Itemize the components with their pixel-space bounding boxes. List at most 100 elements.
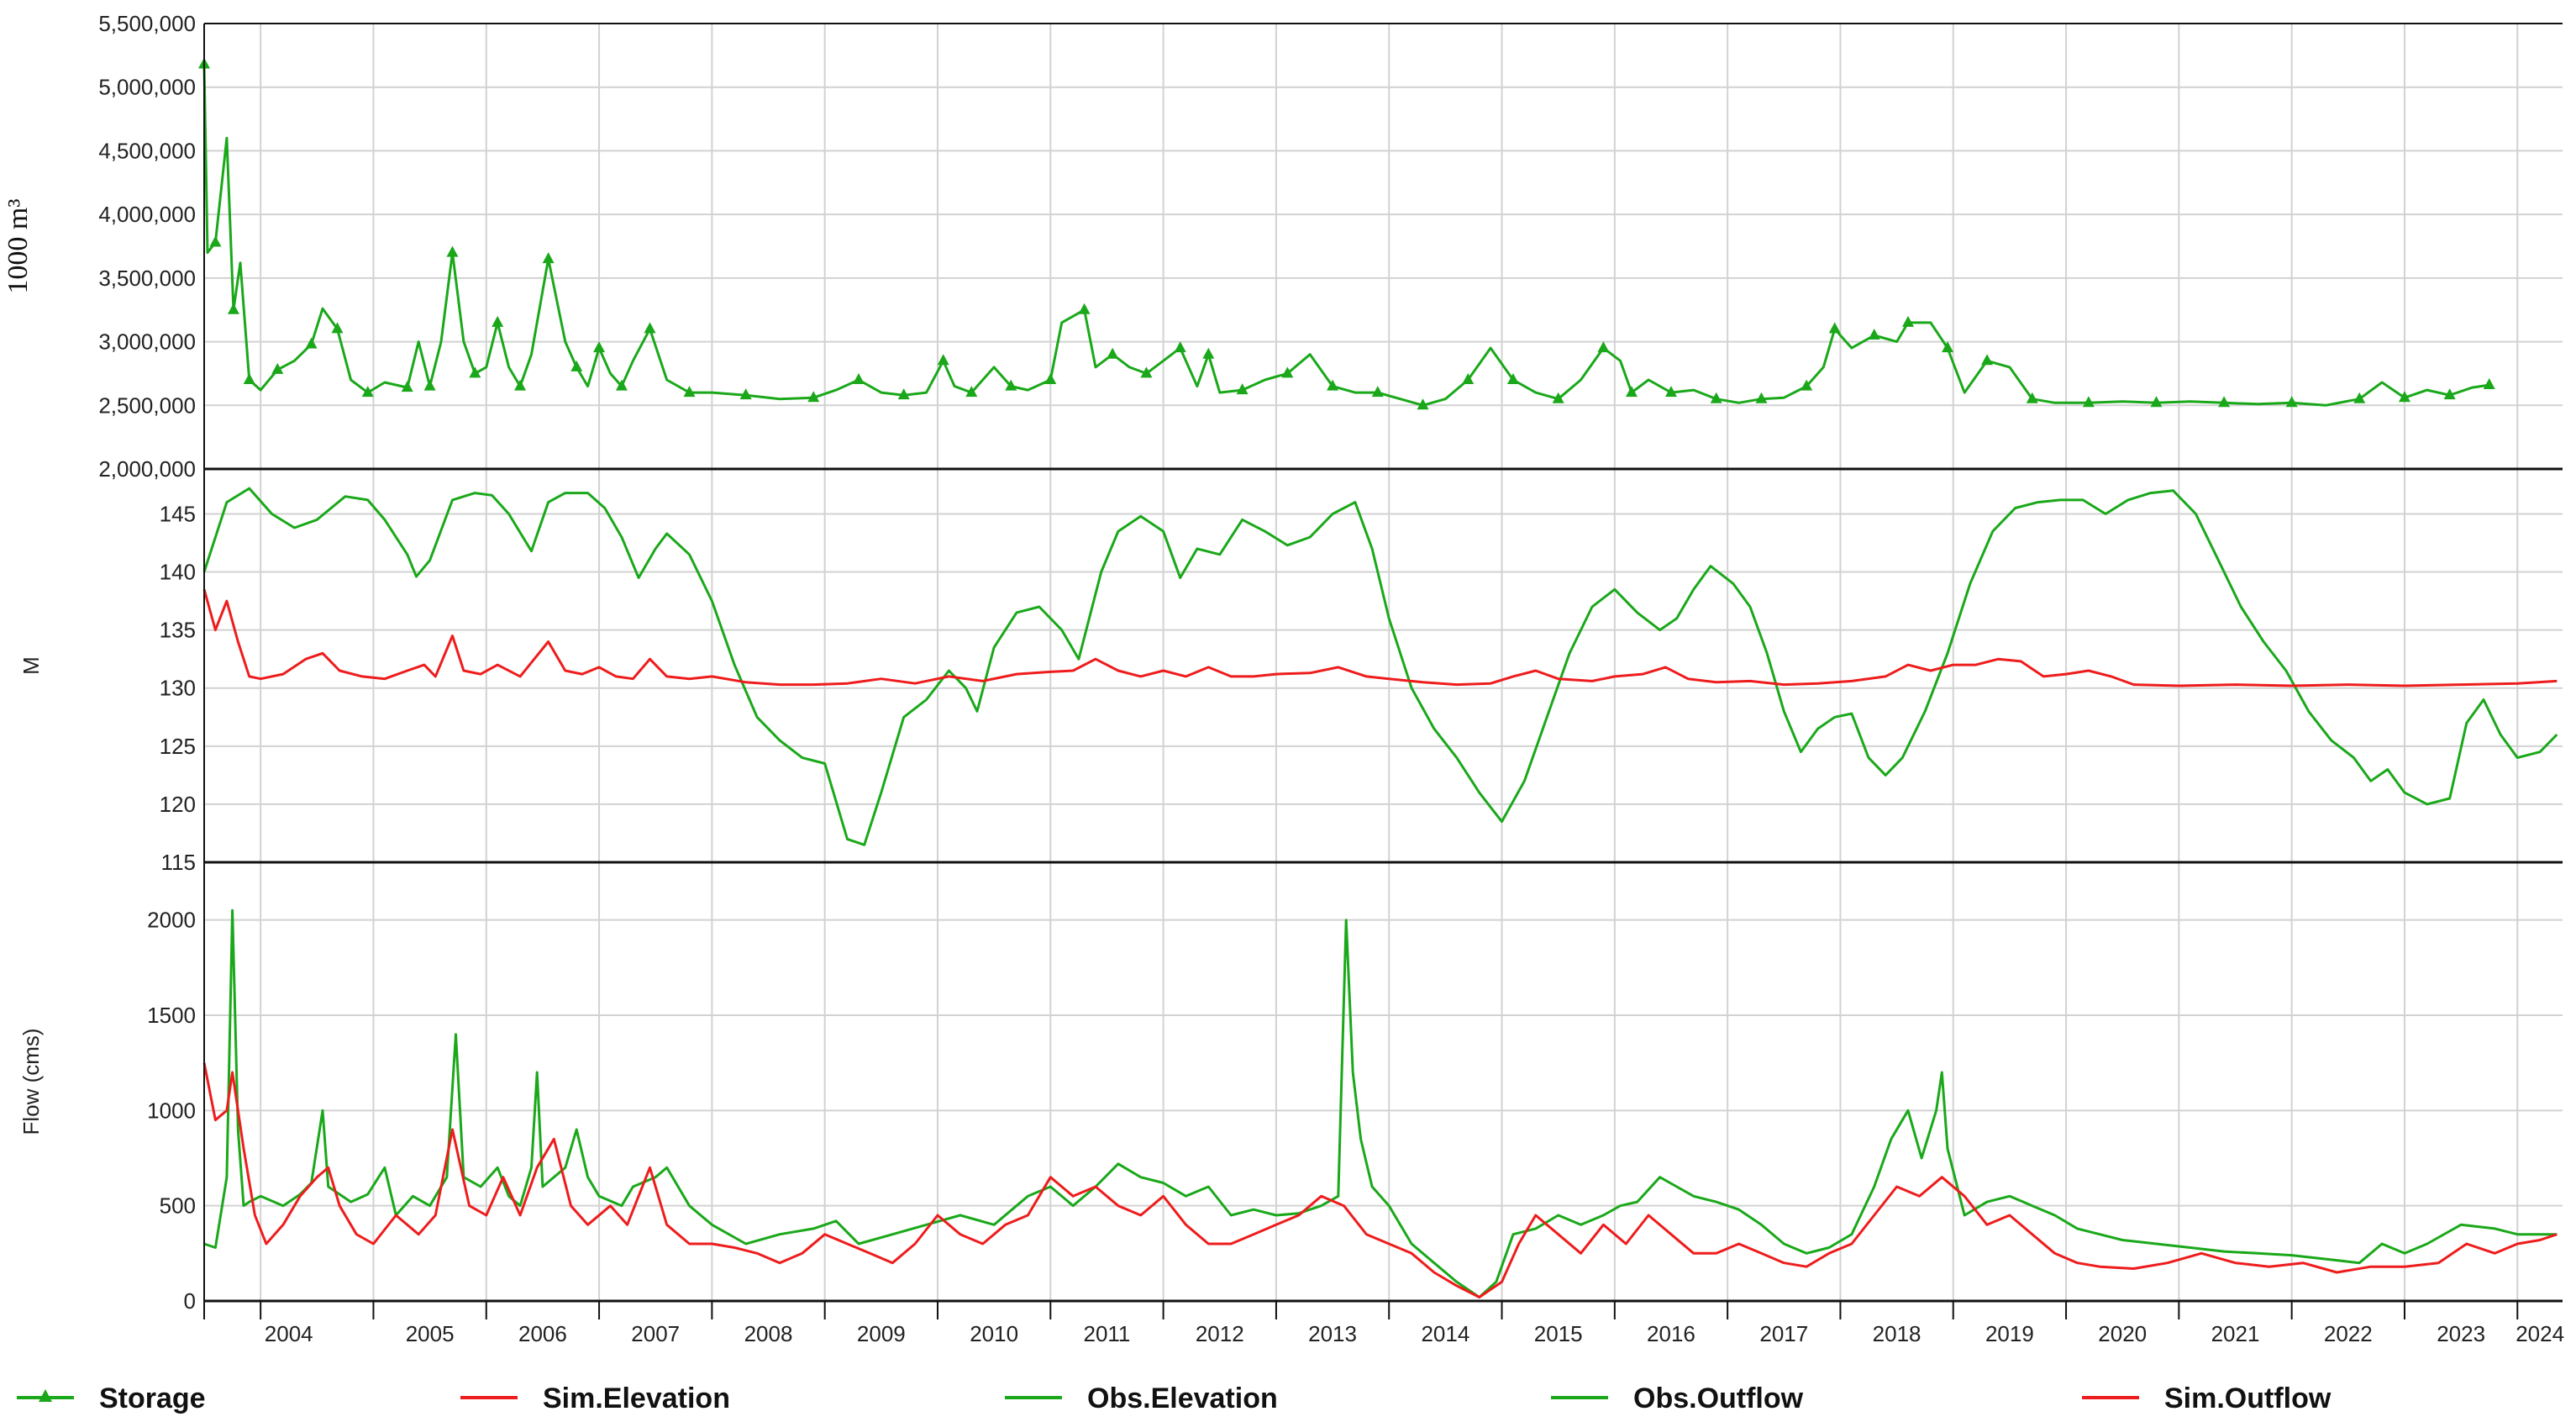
storage-marker [2285, 396, 2298, 408]
storage-marker [593, 341, 606, 353]
storage-marker [1236, 383, 1249, 395]
storage-marker [1107, 347, 1119, 359]
x-tick-label: 2006 [518, 1321, 567, 1346]
x-tick-label: 2018 [1873, 1321, 1921, 1346]
storage-marker [243, 373, 255, 384]
legend-label: Sim.Elevation [543, 1382, 730, 1414]
storage-marker [1981, 354, 1994, 366]
y-tick-label: 4,500,000 [98, 138, 196, 163]
storage-marker [1462, 373, 1475, 384]
y-tick-label: 500 [160, 1193, 196, 1219]
storage-marker [1140, 366, 1153, 378]
storage-marker [937, 354, 949, 366]
storage-marker [2483, 378, 2495, 390]
storage-marker [331, 322, 344, 334]
y-tick-label: 2,000,000 [98, 456, 196, 482]
y-tick-label: 1500 [147, 1003, 196, 1028]
y-tick-label: 145 [160, 501, 196, 526]
y-tick-label: 140 [160, 560, 196, 585]
y-tick-label: 125 [160, 734, 196, 759]
storage-marker [570, 360, 583, 371]
storage-marker [807, 391, 820, 403]
x-tick-label: 2007 [631, 1321, 680, 1346]
storage-marker [1868, 329, 1880, 340]
series-line-storage [202, 64, 2489, 407]
storage-marker [615, 379, 628, 391]
legend-marker [39, 1389, 52, 1402]
storage-marker [469, 366, 481, 378]
storage-marker [401, 381, 413, 392]
storage-marker [271, 362, 284, 374]
storage-marker [1552, 392, 1564, 403]
legend-label: Obs.Elevation [1087, 1382, 1278, 1414]
storage-marker [1078, 303, 1091, 314]
axes-layer [203, 23, 2563, 1319]
storage-marker [492, 315, 504, 327]
storage-marker [209, 235, 222, 247]
storage-marker [361, 386, 374, 398]
storage-marker [1625, 386, 1638, 398]
y-tick-label: 4,000,000 [98, 202, 196, 227]
storage-marker [965, 386, 978, 398]
legend-label: Sim.Outflow [2164, 1382, 2332, 1414]
x-tick-label: 2013 [1308, 1321, 1357, 1346]
x-tick-label: 2008 [744, 1321, 793, 1346]
storage-marker [423, 379, 436, 391]
storage-marker [1597, 341, 1610, 353]
series-line-sim-outflow [202, 1062, 2558, 1298]
storage-marker [1506, 373, 1519, 384]
storage-marker [739, 388, 752, 400]
x-tick-label: 2020 [2098, 1321, 2147, 1346]
legend-label: Obs.Outflow [1633, 1382, 1804, 1414]
storage-marker [305, 337, 318, 349]
storage-marker [542, 252, 555, 264]
legend-item-obs-elevation: Obs.Elevation [1005, 1382, 1278, 1414]
x-tick-label: 2012 [1196, 1321, 1244, 1346]
x-tick-label: 2017 [1759, 1321, 1808, 1346]
storage-marker [683, 386, 696, 398]
storage-marker [1371, 386, 1384, 398]
storage-marker [1801, 379, 1813, 391]
y-tick-label: 120 [160, 792, 196, 817]
y-tick-label: 5,500,000 [98, 11, 196, 36]
x-tick-label: 2010 [970, 1321, 1018, 1346]
storage-marker [446, 245, 459, 257]
x-tick-label: 2004 [265, 1321, 313, 1346]
y-tick-label: 0 [184, 1288, 196, 1314]
y-tick-label: 115 [161, 850, 196, 875]
legend-item-obs-outflow: Obs.Outflow [1551, 1382, 1804, 1414]
grid-lines [204, 23, 2563, 1302]
storage-marker [1417, 398, 1429, 410]
x-tick-label: 2011 [1083, 1321, 1130, 1346]
storage-marker [1755, 392, 1768, 403]
x-tick-label: 2016 [1647, 1321, 1695, 1346]
storage-marker [227, 303, 239, 314]
storage-marker [1710, 392, 1722, 403]
storage-marker [1327, 379, 1339, 391]
storage-marker [2026, 392, 2038, 403]
storage-marker [1902, 315, 1915, 327]
storage-marker [1664, 386, 1677, 398]
y-axis-label-flow: Flow (cms) [18, 1028, 44, 1135]
series-line-obs-outflow [203, 908, 2558, 1298]
x-tick-label: 2023 [2437, 1321, 2485, 1346]
storage-marker [1828, 322, 1841, 334]
y-tick-label: 3,500,000 [98, 266, 196, 291]
storage-marker [2082, 396, 2095, 408]
storage-marker [2218, 396, 2231, 408]
legend: Storage Sim.Elevation Obs.Elevation Obs.Out… [17, 1382, 2332, 1414]
series-line-obs-elevation [202, 487, 2558, 846]
storage-marker [1005, 379, 1017, 391]
y-tick-label: 2,500,000 [98, 392, 196, 418]
x-tick-label: 2005 [406, 1321, 455, 1346]
series-layer [198, 57, 2558, 1298]
series-line-sim-elevation [202, 588, 2558, 687]
y-axis-label-elevation: M [18, 656, 44, 675]
legend-item-sim-elevation: Sim.Elevation [460, 1382, 730, 1414]
legend-item-storage: Storage [17, 1382, 206, 1414]
storage-marker [897, 388, 910, 400]
storage-marker [852, 373, 865, 384]
y-tick-label: 135 [160, 618, 196, 643]
storage-marker [514, 379, 527, 391]
